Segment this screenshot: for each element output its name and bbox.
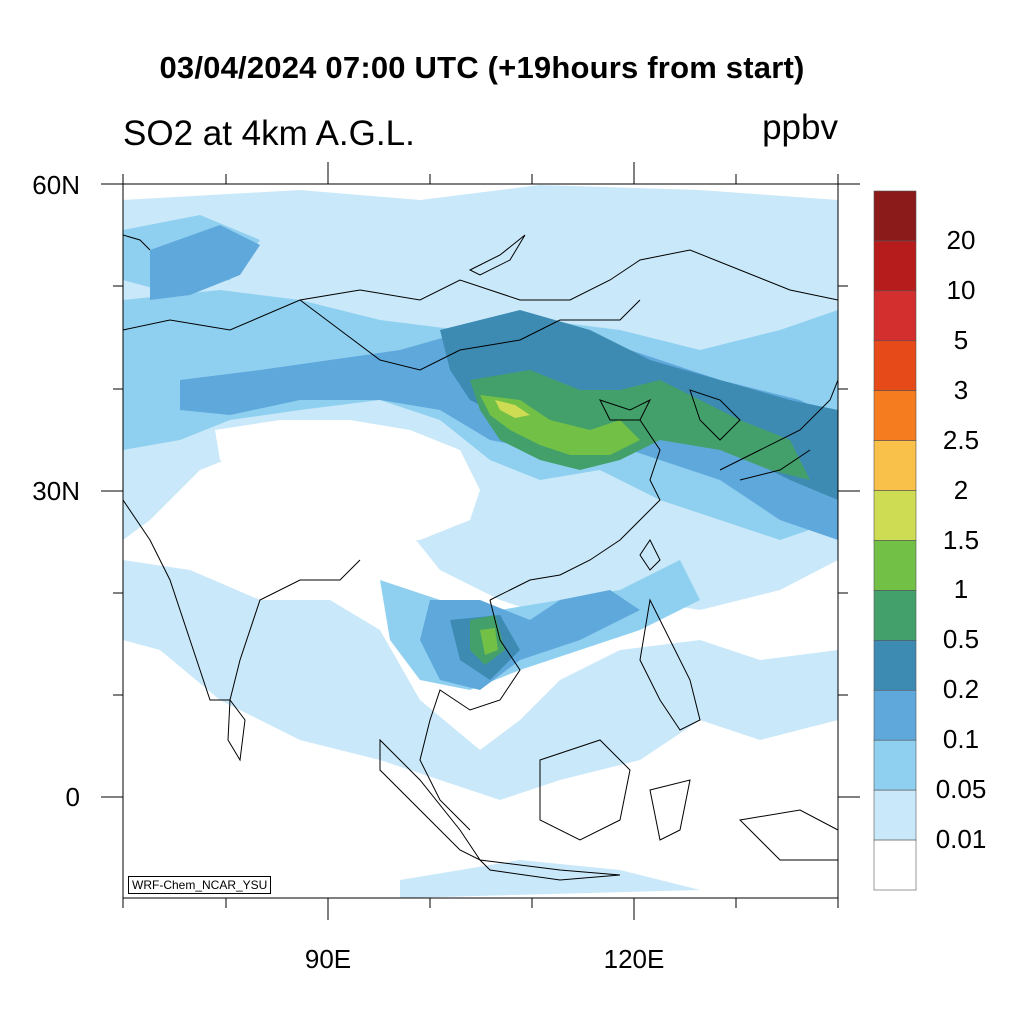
colorbar-swatch	[873, 640, 917, 691]
plot-title: 03/04/2024 07:00 UTC (+19hours from star…	[159, 50, 805, 85]
field-low-south	[123, 560, 838, 800]
coast-baikal	[468, 234, 526, 276]
field-01-northwest	[150, 225, 260, 300]
coast-java	[478, 859, 621, 881]
colorbar-swatch	[873, 590, 917, 641]
colorbar-swatch	[873, 839, 917, 891]
colorbar-level-label: 10	[946, 274, 976, 305]
coast-taiwan	[639, 539, 661, 571]
colorbar-level-label: 1.5	[942, 524, 980, 555]
coast-newguinea	[738, 809, 838, 861]
coast-indochina	[419, 599, 521, 831]
colorbar	[873, 190, 917, 891]
colorbar-swatch	[873, 490, 917, 541]
coast-sulawesi	[649, 779, 691, 841]
coastlines	[123, 234, 838, 881]
lon-label-120e: 120E	[603, 944, 665, 974]
coast-philippines	[639, 598, 701, 731]
colorbar-swatch	[873, 290, 917, 342]
colorbar-level-label: 2.5	[942, 424, 980, 455]
field-clear	[215, 420, 480, 540]
coast-bohai	[599, 398, 652, 421]
lon-label-90e: 90E	[304, 944, 352, 974]
colorbar-swatch	[873, 689, 917, 741]
colorbar-level-label: 3	[953, 374, 969, 405]
colorbar-level-label: 20	[946, 224, 976, 255]
lat-label-0: 0	[65, 782, 80, 812]
concentration-field	[123, 185, 838, 898]
border-mongolia	[299, 299, 641, 371]
field-05-core	[470, 370, 810, 480]
variable-title: SO2 at 4km A.G.L.	[123, 114, 415, 153]
field-1-indochina	[480, 628, 498, 655]
colorbar-swatch	[873, 440, 917, 491]
coast-japan	[719, 379, 838, 481]
colorbar-swatch	[873, 240, 917, 292]
colorbar-swatch	[873, 540, 917, 591]
colorbar-level-label: 0.01	[935, 824, 987, 855]
colorbar-swatch	[873, 190, 917, 242]
coast-srilanka	[227, 698, 246, 762]
colorbar-level-label: 0.05	[935, 774, 987, 805]
lat-label-30n: 30N	[32, 476, 80, 506]
axis-ticks	[101, 162, 860, 920]
colorbar-level-label: 0.5	[942, 624, 980, 655]
colorbar-swatch	[873, 390, 917, 441]
colorbar-level-label: 2	[953, 474, 969, 505]
map-frame	[122, 183, 839, 899]
colorbar-swatch	[873, 739, 917, 791]
coast-caspian	[123, 234, 151, 251]
border-north	[123, 249, 838, 331]
colorbar-level-label: 0.1	[942, 724, 980, 755]
units-label: ppbv	[762, 108, 838, 147]
coast-borneo	[539, 739, 631, 841]
field-15-core	[495, 400, 530, 418]
coast-sumatra	[379, 738, 482, 862]
lat-label-60n: 60N	[32, 170, 80, 200]
colorbar-swatch	[873, 340, 917, 392]
colorbar-level-label: 5	[953, 324, 969, 355]
colorbar-level-label: 1	[953, 574, 969, 605]
colorbar-swatch	[873, 789, 917, 841]
coast-korea	[689, 389, 741, 441]
coast-china-east	[489, 419, 661, 601]
model-label: WRF-Chem_NCAR_YSU	[128, 876, 272, 894]
colorbar-level-label: 0.2	[942, 674, 980, 705]
